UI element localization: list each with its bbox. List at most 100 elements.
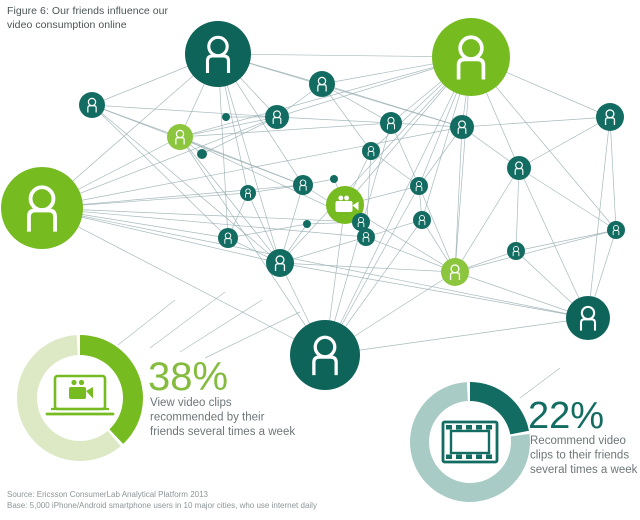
person-body <box>418 220 426 226</box>
laptop-video-icon <box>45 374 115 416</box>
film-perforation <box>476 454 482 459</box>
donut-value-arc <box>470 382 529 435</box>
network-node-n14[interactable] <box>507 156 531 180</box>
network-node-n11[interactable] <box>380 112 402 134</box>
node-circle[interactable] <box>197 149 207 159</box>
network-node-n10[interactable] <box>265 105 289 129</box>
donut-view-video-clips: 38%View video clips recommended by their f… <box>16 335 295 461</box>
node-circle[interactable] <box>167 124 193 150</box>
node-circle[interactable] <box>1 167 83 249</box>
network-node-n8[interactable] <box>167 124 193 150</box>
network-link <box>279 262 589 319</box>
node-circle[interactable] <box>185 21 251 87</box>
network-node-n22[interactable] <box>266 249 294 277</box>
network-link <box>587 116 611 319</box>
network-link <box>461 116 611 128</box>
network-node-n27[interactable] <box>197 149 207 159</box>
node-circle[interactable] <box>265 105 289 129</box>
node-circle[interactable] <box>607 221 625 239</box>
network-link <box>454 229 617 273</box>
node-circle[interactable] <box>413 211 431 229</box>
node-circle[interactable] <box>266 249 294 277</box>
network-link <box>454 126 463 273</box>
network-node-layer <box>1 18 625 390</box>
node-circle[interactable] <box>432 18 510 96</box>
network-node-n18[interactable] <box>410 177 428 195</box>
donut-track <box>410 382 530 502</box>
network-node-n13[interactable] <box>596 103 624 131</box>
person-icon <box>272 110 282 124</box>
node-circle[interactable] <box>507 156 531 180</box>
person-icon <box>449 264 461 281</box>
network-node-n21[interactable] <box>218 228 238 248</box>
node-circle[interactable] <box>293 175 313 195</box>
video-camera-icon <box>335 195 359 212</box>
network-link <box>279 236 367 264</box>
film-perforation <box>446 454 452 459</box>
person-icon <box>612 224 620 236</box>
network-node-n12[interactable] <box>450 115 474 139</box>
network-node-n28[interactable] <box>222 113 230 121</box>
node-circle[interactable] <box>218 228 238 248</box>
node-circle[interactable] <box>357 228 375 246</box>
node-circle[interactable] <box>450 115 474 139</box>
network-node-n15[interactable] <box>293 175 313 195</box>
camera-body <box>69 387 86 399</box>
network-node-n9[interactable] <box>309 71 335 97</box>
network-link <box>179 56 472 138</box>
network-node-n29[interactable] <box>330 175 338 183</box>
node-circle[interactable] <box>309 71 335 97</box>
network-link <box>279 56 472 264</box>
person-body <box>579 318 597 331</box>
person-body <box>272 117 282 124</box>
network-node-n23[interactable] <box>357 228 375 246</box>
node-circle[interactable] <box>330 175 338 183</box>
network-node-n6[interactable] <box>326 186 364 224</box>
network-node-n24[interactable] <box>441 258 469 286</box>
network-node-n2[interactable] <box>432 18 510 96</box>
network-link <box>41 116 278 209</box>
network-node-n17[interactable] <box>362 142 380 160</box>
node-circle[interactable] <box>380 112 402 134</box>
film-perforation <box>456 454 462 459</box>
network-node-n26[interactable] <box>607 221 625 239</box>
network-link <box>418 126 463 187</box>
person-body <box>512 251 520 257</box>
film-perforation <box>466 454 472 459</box>
person-body <box>367 151 375 157</box>
person-body <box>27 208 57 232</box>
network-node-n7[interactable] <box>79 92 105 118</box>
network-node-n30[interactable] <box>303 220 311 228</box>
video-reel-left <box>338 195 344 201</box>
network-link <box>179 136 326 356</box>
person-icon <box>457 120 467 134</box>
network-node-n25[interactable] <box>507 242 525 260</box>
network-link <box>370 150 420 187</box>
network-node-n19[interactable] <box>352 213 370 231</box>
node-circle[interactable] <box>352 213 370 231</box>
node-circle[interactable] <box>362 142 380 160</box>
node-circle[interactable] <box>303 220 311 228</box>
node-circle[interactable] <box>596 103 624 131</box>
node-circle[interactable] <box>566 296 610 340</box>
person-icon <box>415 180 423 192</box>
node-circle[interactable] <box>79 92 105 118</box>
network-node-n20[interactable] <box>413 211 431 229</box>
node-circle[interactable] <box>410 177 428 195</box>
network-link <box>179 136 281 264</box>
film-frame <box>441 420 499 464</box>
donut-caption-line: recommended by their <box>150 412 265 424</box>
network-node-n16[interactable] <box>240 185 256 201</box>
network-link <box>41 126 463 209</box>
node-circle[interactable] <box>507 242 525 260</box>
network-node-n5[interactable] <box>566 296 610 340</box>
node-circle[interactable] <box>290 320 360 390</box>
node-circle[interactable] <box>222 113 230 121</box>
film-perforation <box>486 454 492 459</box>
person-icon <box>245 188 251 198</box>
network-node-n4[interactable] <box>290 320 360 390</box>
network-node-n1[interactable] <box>185 21 251 87</box>
node-circle[interactable] <box>441 258 469 286</box>
network-node-n3[interactable] <box>1 167 83 249</box>
